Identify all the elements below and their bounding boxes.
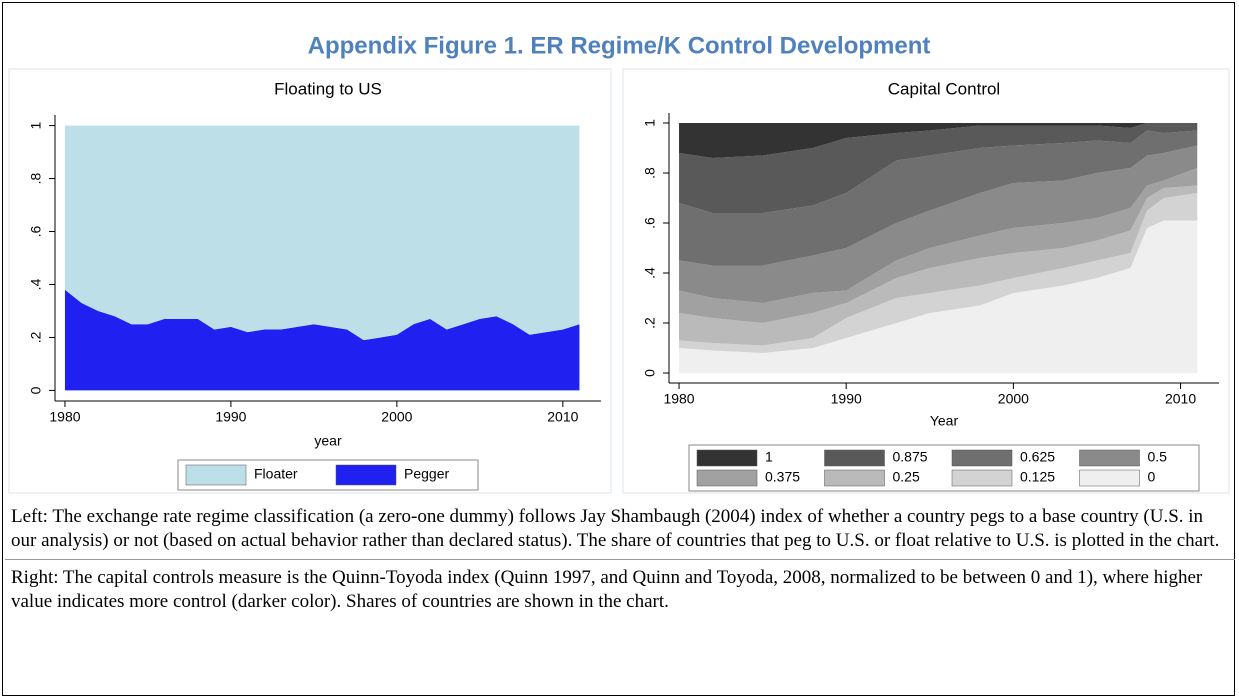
legend-label: 0.375 (765, 469, 800, 485)
legend-swatch (335, 464, 397, 486)
legend-swatch (185, 464, 247, 486)
notes: Left: The exchange rate regime classific… (5, 505, 1235, 614)
legend-swatch (951, 449, 1013, 467)
figure-title: Appendix Figure 1. ER Regime/K Control D… (308, 32, 931, 59)
x-tick-label: 1990 (831, 391, 862, 407)
x-tick-label: 1980 (49, 409, 80, 425)
x-tick-label: 2010 (1165, 391, 1196, 407)
y-tick-label: .8 (28, 173, 44, 185)
x-axis-label: Year (930, 413, 959, 429)
y-tick-label: .6 (28, 225, 44, 237)
area (64, 289, 580, 391)
y-tick-label: .2 (642, 317, 658, 329)
y-tick-label: .4 (28, 278, 44, 290)
area (64, 125, 580, 341)
legend-label: 0.25 (893, 469, 920, 485)
chart-title: Floating to US (274, 79, 382, 98)
y-tick-label: 0 (642, 369, 658, 377)
y-tick-label: 1 (28, 121, 44, 129)
charts: Appendix Figure 1. ER Regime/K Control D… (8, 32, 1230, 494)
area (679, 145, 1198, 303)
area (679, 193, 1198, 353)
legend-label: 0 (1148, 469, 1156, 485)
legend-label: 0.625 (1020, 449, 1055, 465)
legend-swatch (824, 469, 885, 487)
legend-swatch (1079, 449, 1140, 467)
area (679, 123, 1198, 213)
area (679, 220, 1198, 373)
y-tick-label: .6 (642, 217, 658, 229)
legend-swatch (696, 449, 758, 467)
note: Left: The exchange rate regime classific… (11, 506, 1220, 551)
note: Right: The capital controls measure is t… (11, 567, 1203, 612)
area (679, 185, 1198, 346)
legend-label: 0.875 (893, 449, 928, 465)
area (679, 168, 1198, 323)
chart-title: Capital Control (888, 79, 1000, 98)
area (679, 123, 1198, 158)
legend-label: 1 (765, 449, 773, 465)
legend-label: Pegger (404, 466, 449, 482)
y-tick-label: 1 (642, 119, 658, 127)
x-tick-label: 1990 (215, 409, 246, 425)
x-tick-label: 2000 (381, 409, 412, 425)
legend-label: 0.125 (1020, 469, 1055, 485)
legend-label: 0.5 (1148, 449, 1168, 465)
legend-swatch (951, 469, 1013, 487)
legend-swatch (824, 449, 885, 467)
area (679, 130, 1198, 266)
y-tick-label: .2 (28, 331, 44, 343)
separator (5, 559, 1235, 560)
x-tick-label: 1980 (663, 391, 694, 407)
legend-label: Floater (254, 466, 298, 482)
y-tick-label: .4 (642, 267, 658, 279)
legend-swatch (696, 469, 758, 487)
legend-swatch (1079, 469, 1140, 487)
y-tick-label: 0 (28, 386, 44, 394)
x-axis-label: year (314, 433, 342, 449)
y-tick-label: .8 (642, 167, 658, 179)
x-tick-label: 2000 (998, 391, 1029, 407)
x-tick-label: 2010 (547, 409, 578, 425)
